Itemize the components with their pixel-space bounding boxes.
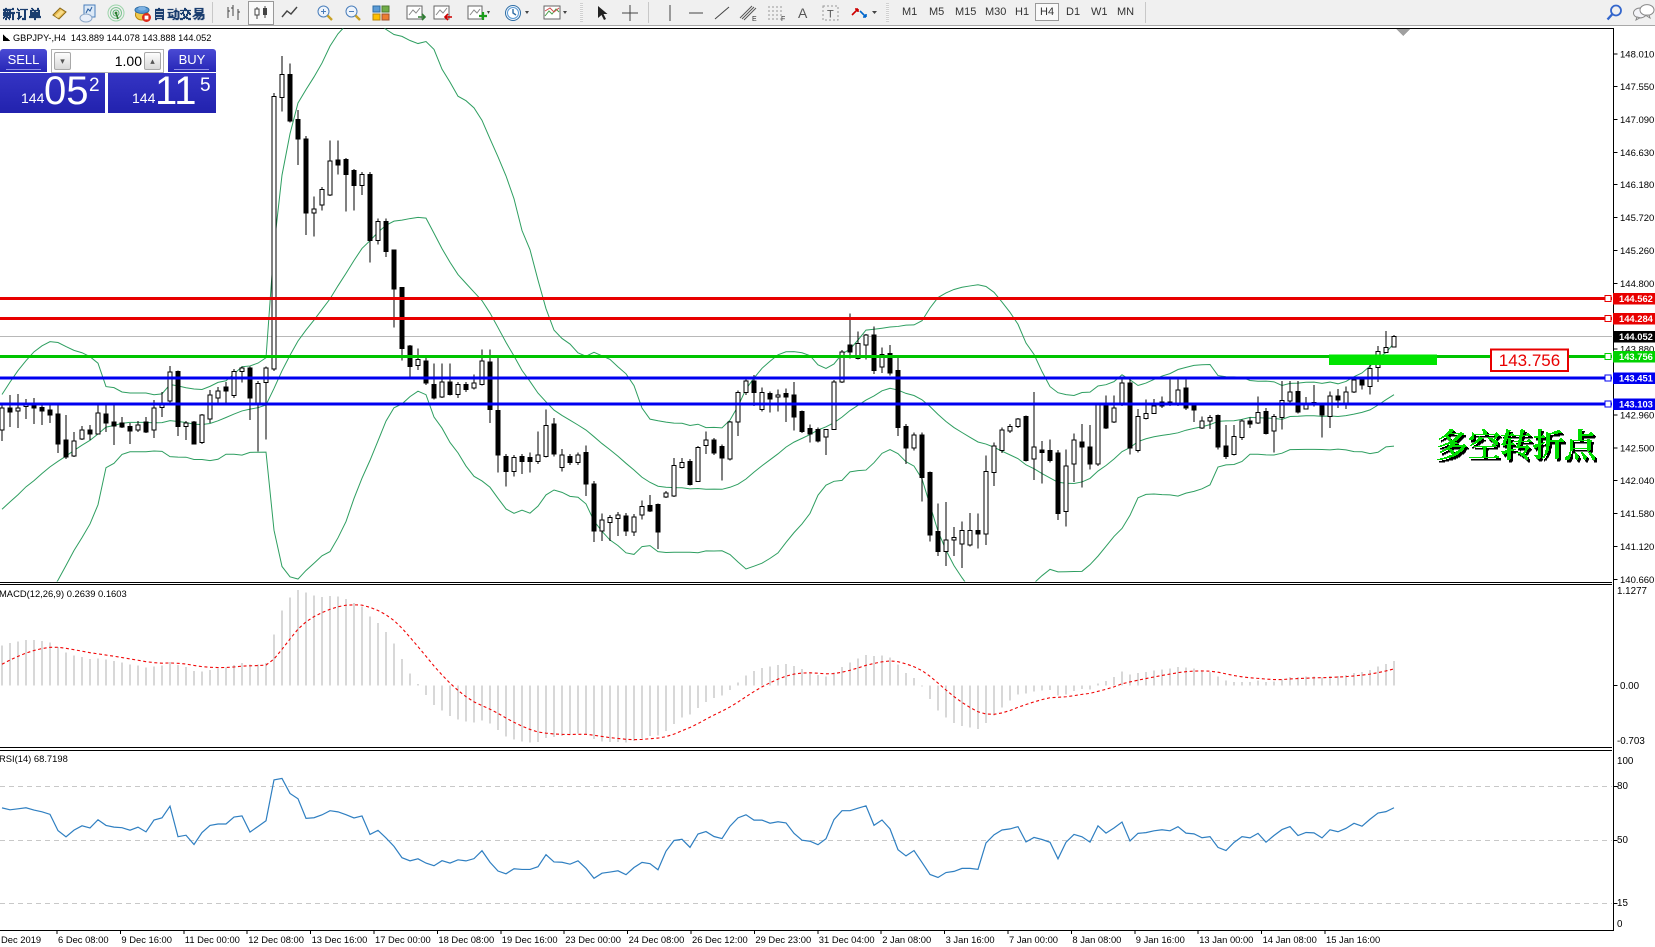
- svg-text:146.630: 146.630: [1620, 148, 1654, 159]
- svg-text:18 Dec 08:00: 18 Dec 08:00: [438, 934, 494, 945]
- svg-text:13 Dec 16:00: 13 Dec 16:00: [312, 934, 368, 945]
- svg-text:148.010: 148.010: [1620, 49, 1654, 60]
- svg-text:24 Dec 08:00: 24 Dec 08:00: [629, 934, 685, 945]
- svg-text:140.660: 140.660: [1620, 575, 1654, 586]
- svg-text:6 Dec 08:00: 6 Dec 08:00: [58, 934, 109, 945]
- svg-text:MACD(12,26,9) 0.2639 0.1603: MACD(12,26,9) 0.2639 0.1603: [0, 588, 127, 599]
- svg-text:142.960: 142.960: [1620, 410, 1654, 421]
- svg-text:145.260: 145.260: [1620, 246, 1654, 257]
- svg-text:17 Dec 00:00: 17 Dec 00:00: [375, 934, 431, 945]
- svg-text:7 Jan 00:00: 7 Jan 00:00: [1009, 934, 1058, 945]
- svg-text:9 Dec 16:00: 9 Dec 16:00: [121, 934, 172, 945]
- svg-text:31 Dec 04:00: 31 Dec 04:00: [819, 934, 875, 945]
- svg-text:9 Jan 16:00: 9 Jan 16:00: [1136, 934, 1185, 945]
- svg-text:13 Jan 00:00: 13 Jan 00:00: [1199, 934, 1253, 945]
- svg-text:142.040: 142.040: [1620, 476, 1654, 487]
- svg-text:0: 0: [1617, 919, 1623, 930]
- svg-text:144.562: 144.562: [1619, 293, 1653, 304]
- svg-text:145.720: 145.720: [1620, 213, 1654, 224]
- svg-text:80: 80: [1617, 781, 1628, 792]
- svg-text:3 Jan 16:00: 3 Jan 16:00: [946, 934, 995, 945]
- svg-text:2 Jan 08:00: 2 Jan 08:00: [882, 934, 931, 945]
- svg-text:26 Dec 12:00: 26 Dec 12:00: [692, 934, 748, 945]
- svg-text:A: A: [798, 5, 808, 21]
- svg-text:143.756: 143.756: [1499, 351, 1560, 370]
- svg-text:15 Jan 16:00: 15 Jan 16:00: [1326, 934, 1380, 945]
- svg-text:144.800: 144.800: [1620, 279, 1654, 290]
- svg-text:143.451: 143.451: [1619, 373, 1653, 384]
- svg-text:14 Jan 08:00: 14 Jan 08:00: [1263, 934, 1317, 945]
- svg-text:100: 100: [1617, 756, 1634, 767]
- svg-text:147.550: 147.550: [1620, 82, 1654, 93]
- svg-text:19 Dec 16:00: 19 Dec 16:00: [502, 934, 558, 945]
- svg-text:Dec 2019: Dec 2019: [1, 934, 41, 945]
- svg-text:141.120: 141.120: [1620, 542, 1654, 553]
- svg-text:29 Dec 23:00: 29 Dec 23:00: [755, 934, 811, 945]
- svg-text:142.500: 142.500: [1620, 443, 1654, 454]
- svg-text:12 Dec 08:00: 12 Dec 08:00: [248, 934, 304, 945]
- svg-text:143.756: 143.756: [1619, 351, 1653, 362]
- svg-text:0.00: 0.00: [1620, 681, 1640, 692]
- svg-text:143.103: 143.103: [1619, 399, 1653, 410]
- svg-text:15: 15: [1617, 898, 1628, 909]
- svg-text:-0.703: -0.703: [1617, 736, 1645, 747]
- svg-text:RSI(14) 68.7198: RSI(14) 68.7198: [0, 753, 68, 764]
- svg-text:E: E: [752, 16, 757, 23]
- svg-text:T: T: [827, 9, 834, 21]
- svg-text:23 Dec 00:00: 23 Dec 00:00: [565, 934, 621, 945]
- svg-text:141.580: 141.580: [1620, 509, 1654, 520]
- svg-text:146.180: 146.180: [1620, 180, 1654, 191]
- svg-text:11 Dec 00:00: 11 Dec 00:00: [185, 934, 240, 945]
- svg-text:GBPJPY-,H4 143.889 144.078 14: GBPJPY-,H4 143.889 144.078 143.888 144.0…: [13, 33, 211, 43]
- svg-text:144.284: 144.284: [1619, 313, 1654, 324]
- svg-text:50: 50: [1617, 835, 1628, 846]
- svg-text:8 Jan 08:00: 8 Jan 08:00: [1072, 934, 1121, 945]
- svg-text:F: F: [781, 16, 785, 23]
- svg-text:1.1277: 1.1277: [1617, 586, 1647, 597]
- svg-text:143.880: 143.880: [1620, 345, 1654, 356]
- svg-text:147.090: 147.090: [1620, 115, 1654, 126]
- svg-text:144.052: 144.052: [1619, 331, 1653, 342]
